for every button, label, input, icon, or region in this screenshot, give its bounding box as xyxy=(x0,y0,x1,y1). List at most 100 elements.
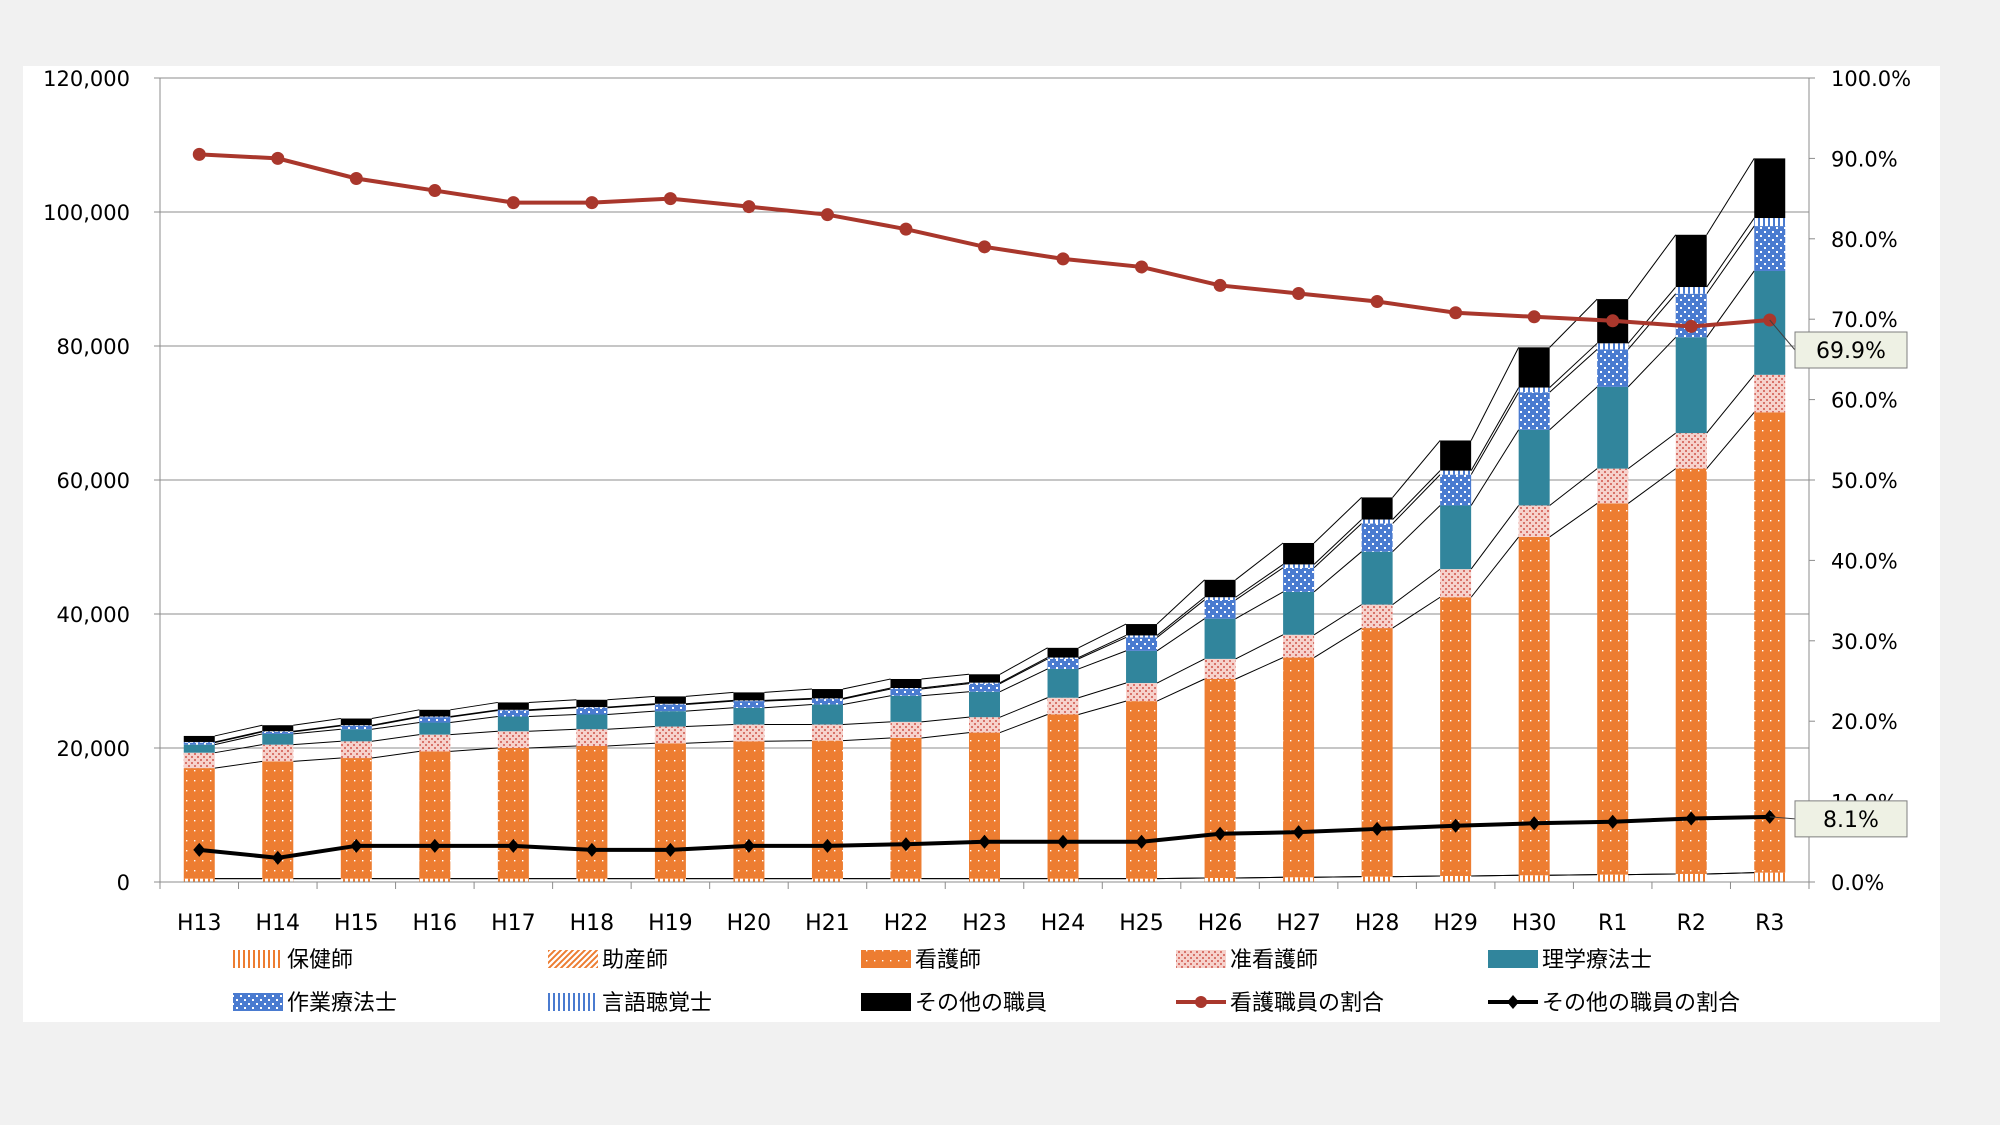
bar-segment xyxy=(1283,877,1315,882)
bar-segment xyxy=(1361,551,1393,605)
bar-segment xyxy=(969,682,1000,684)
series-line xyxy=(528,714,577,718)
bar-segment xyxy=(340,718,372,726)
x-tick-label: H26 xyxy=(1198,911,1243,936)
left-tick-label: 100,000 xyxy=(43,201,130,225)
bar-segment xyxy=(1361,876,1393,882)
series-line xyxy=(999,668,1048,693)
bar-segment xyxy=(340,758,372,879)
bar-segment xyxy=(1518,505,1550,537)
series-line xyxy=(1471,874,1519,877)
bar-segment xyxy=(1361,519,1393,524)
bar-segment xyxy=(1675,337,1707,434)
legend-swatch xyxy=(548,993,598,1011)
series-line xyxy=(293,725,341,733)
legend-swatch xyxy=(548,950,598,968)
series-line xyxy=(999,714,1048,734)
series-line xyxy=(999,697,1048,718)
series-line xyxy=(764,698,812,702)
callout-leader xyxy=(1769,319,1796,351)
bar-segment xyxy=(1047,668,1079,698)
x-axis-labels: H13 H14 H15 H16 H17 H18 H19 H20 H21 H22 H23 H24 H25 H… xyxy=(177,911,1784,936)
bar-segment xyxy=(1440,470,1472,475)
callout-label: 69.9% xyxy=(1816,339,1886,364)
left-tick-label: 0 xyxy=(117,871,130,895)
bar-segment xyxy=(183,878,215,882)
right-tick-label: 80.0% xyxy=(1831,228,1898,252)
series-line xyxy=(1549,503,1598,538)
series-line xyxy=(1706,374,1755,434)
ratio-marker xyxy=(1528,816,1541,831)
bar-segment xyxy=(1283,634,1315,658)
bar-segment xyxy=(654,703,686,705)
bar-segment xyxy=(1754,226,1786,271)
bar-segment xyxy=(969,674,1000,683)
series-line xyxy=(1549,468,1598,506)
bar-segment xyxy=(1518,429,1550,506)
x-tick-label: H28 xyxy=(1355,911,1400,936)
bar-segment xyxy=(1597,503,1629,875)
bar-segment xyxy=(262,731,294,732)
series-line xyxy=(293,724,341,732)
ratio-marker xyxy=(820,208,834,222)
series-line xyxy=(214,730,263,743)
ratio-marker xyxy=(742,200,756,214)
bar-segment xyxy=(340,725,372,726)
series-line xyxy=(1549,874,1598,876)
bar-segment xyxy=(183,742,215,745)
bar-segment xyxy=(576,707,608,715)
left-tick-label: 120,000 xyxy=(43,67,130,91)
series-line xyxy=(1549,348,1598,393)
ratio-marker xyxy=(271,151,285,165)
right-tick-label: 90.0% xyxy=(1831,147,1898,171)
bar-segment xyxy=(497,710,529,717)
series-line xyxy=(528,728,577,732)
series-line xyxy=(607,695,655,701)
ratio-marker xyxy=(899,837,912,852)
series-line xyxy=(842,737,891,742)
series-line xyxy=(921,732,970,739)
series-line xyxy=(685,691,734,697)
bar-segment xyxy=(1675,433,1707,469)
ratio-marker xyxy=(1606,314,1620,328)
ratio-marker xyxy=(1449,306,1463,320)
series-line xyxy=(450,716,498,724)
series-line xyxy=(1313,604,1362,636)
x-tick-label: H19 xyxy=(648,911,693,936)
series-line xyxy=(1313,627,1362,658)
x-tick-label: H29 xyxy=(1433,911,1478,936)
series-line xyxy=(214,731,263,744)
bar-segment xyxy=(340,741,372,759)
series-line xyxy=(764,703,812,709)
x-tick-label: H22 xyxy=(884,911,929,936)
bar-segment xyxy=(811,699,843,705)
series-line xyxy=(1392,568,1441,606)
bar-segment xyxy=(576,878,608,882)
bar-segment xyxy=(1283,542,1315,565)
bar-segment xyxy=(1675,468,1707,874)
bar-segment xyxy=(890,878,922,882)
series-line xyxy=(1706,872,1755,875)
series-line xyxy=(293,740,341,746)
series-line xyxy=(450,709,498,718)
series-line xyxy=(450,701,498,711)
ratio-marker xyxy=(507,838,520,853)
ratio-marker xyxy=(1527,310,1541,324)
series-line xyxy=(1392,596,1441,629)
series-line xyxy=(371,716,420,726)
bar-segment xyxy=(497,702,529,710)
bar-segment xyxy=(1754,158,1786,219)
series-line xyxy=(1156,596,1205,636)
right-tick-label: 100.0% xyxy=(1831,67,1911,91)
series-line xyxy=(1549,386,1598,431)
bar-segment xyxy=(890,737,922,879)
legend-swatch xyxy=(1488,950,1538,968)
chart-panel: 0 20,000 40,000 60,000 80,000 100,000 120,000 … xyxy=(23,66,1940,1022)
series-line xyxy=(1627,432,1677,470)
bar-segment xyxy=(419,734,451,752)
legend-label: その他の職員の割合 xyxy=(1542,991,1740,1016)
bar-segment xyxy=(733,878,765,882)
ratio-marker xyxy=(271,850,284,865)
series-line xyxy=(1313,523,1362,569)
right-tick-label: 30.0% xyxy=(1831,630,1898,654)
